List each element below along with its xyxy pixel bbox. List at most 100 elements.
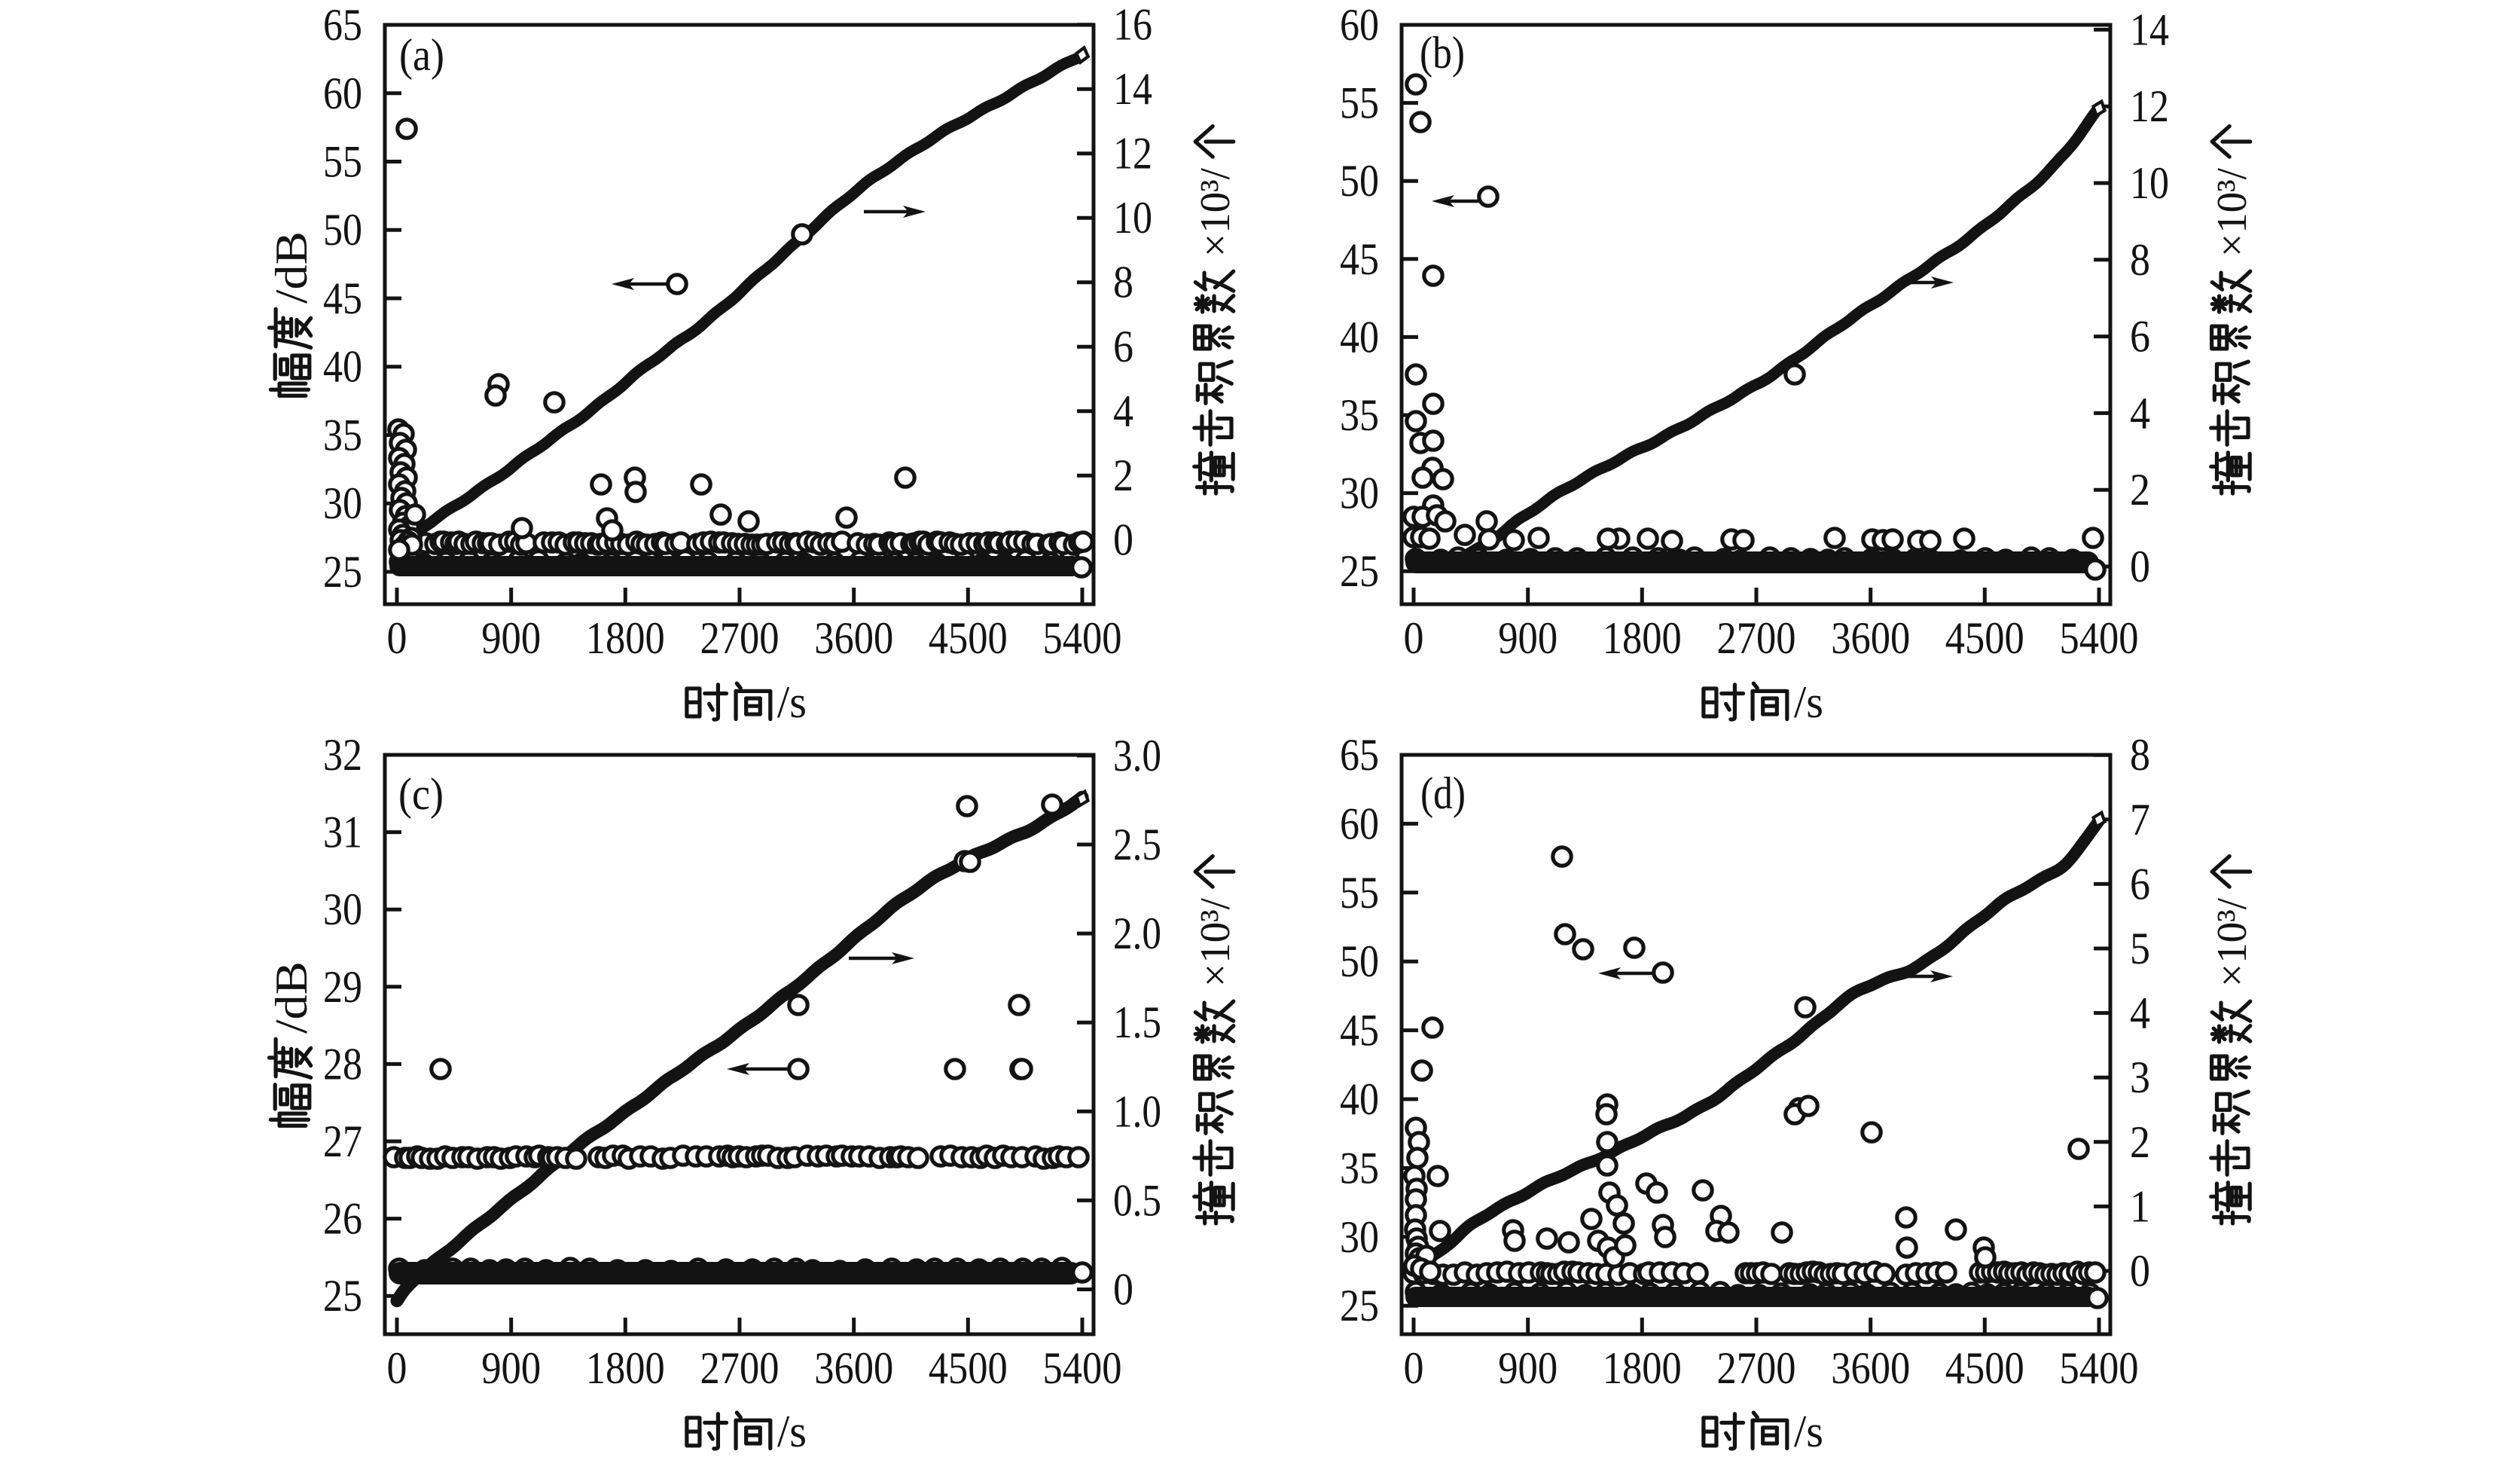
svg-text:45: 45 [1340, 1006, 1379, 1055]
svg-text:35: 35 [1340, 1143, 1379, 1193]
svg-text:6: 6 [2130, 859, 2150, 909]
svg-text:3600: 3600 [1831, 613, 1910, 663]
svg-text:2700: 2700 [1717, 1343, 1796, 1393]
svg-text:35: 35 [323, 411, 362, 460]
svg-text:2: 2 [2130, 1117, 2150, 1167]
svg-text:4: 4 [2130, 988, 2150, 1038]
svg-text:×10³/: ×10³/ [2209, 168, 2256, 257]
svg-text:14: 14 [2130, 5, 2169, 54]
svg-text:/s: /s [1794, 1407, 1823, 1456]
svg-text:/s: /s [777, 677, 807, 727]
svg-text:2: 2 [1113, 451, 1133, 500]
svg-text:30: 30 [1340, 1212, 1379, 1262]
svg-text:3600: 3600 [814, 613, 893, 663]
svg-text:1800: 1800 [586, 613, 665, 663]
svg-text:27: 27 [323, 1116, 362, 1166]
svg-text:4: 4 [1113, 386, 1133, 436]
svg-text:65: 65 [1340, 730, 1379, 780]
svg-text:0: 0 [1113, 1265, 1133, 1315]
svg-text:10: 10 [2130, 158, 2169, 208]
svg-text:65: 65 [323, 0, 362, 50]
svg-text:5400: 5400 [2060, 613, 2139, 663]
svg-text:28: 28 [323, 1039, 362, 1089]
svg-text:4500: 4500 [929, 613, 1008, 663]
svg-text:55: 55 [1340, 78, 1379, 128]
svg-text:5400: 5400 [2060, 1343, 2139, 1393]
svg-text:60: 60 [1340, 799, 1379, 848]
svg-text:35: 35 [1340, 390, 1379, 440]
svg-text:55: 55 [323, 137, 362, 187]
svg-text:5400: 5400 [1043, 613, 1122, 663]
svg-text:3: 3 [2130, 1052, 2150, 1102]
svg-text:0: 0 [2130, 1246, 2150, 1296]
svg-text:/dB: /dB [267, 231, 316, 304]
svg-text:3.0: 3.0 [1113, 731, 1161, 780]
svg-text:(a): (a) [399, 30, 444, 80]
svg-text:1800: 1800 [586, 1343, 665, 1393]
svg-text:2.0: 2.0 [1113, 909, 1161, 958]
svg-text:7: 7 [2130, 795, 2150, 845]
svg-text:3600: 3600 [1831, 1343, 1910, 1393]
svg-text:4500: 4500 [1945, 613, 2024, 663]
svg-text:45: 45 [1340, 234, 1379, 284]
svg-text:1.5: 1.5 [1113, 997, 1161, 1047]
svg-text:900: 900 [481, 613, 541, 663]
svg-text:6: 6 [2130, 312, 2150, 362]
svg-text:(c): (c) [398, 769, 444, 819]
svg-text:10: 10 [1113, 193, 1152, 243]
svg-text:8: 8 [2130, 235, 2150, 285]
svg-text:25: 25 [1340, 1281, 1379, 1330]
svg-text:3600: 3600 [814, 1343, 893, 1393]
svg-text:0: 0 [1404, 1343, 1424, 1393]
svg-text:50: 50 [1340, 156, 1379, 206]
svg-text:8: 8 [1113, 258, 1133, 307]
svg-text:×10³/: ×10³/ [1192, 898, 1239, 987]
svg-text:40: 40 [323, 342, 362, 392]
svg-text:25: 25 [1340, 546, 1379, 596]
svg-text:4: 4 [2130, 388, 2150, 438]
svg-text:2.5: 2.5 [1113, 820, 1161, 869]
svg-text:14: 14 [1113, 64, 1152, 114]
svg-text:×10³/: ×10³/ [1192, 168, 1239, 257]
svg-text:30: 30 [1340, 469, 1379, 518]
svg-text:1: 1 [2130, 1181, 2150, 1231]
svg-text:12: 12 [2130, 81, 2169, 131]
svg-text:25: 25 [323, 1271, 362, 1321]
svg-text:0: 0 [387, 613, 407, 663]
svg-text:5: 5 [2130, 924, 2150, 973]
svg-text:2: 2 [2130, 465, 2150, 515]
svg-text:50: 50 [1340, 936, 1379, 986]
svg-text:/s: /s [777, 1407, 807, 1456]
svg-text:1800: 1800 [1603, 613, 1682, 663]
svg-text:31: 31 [323, 808, 362, 857]
svg-text:/dB: /dB [267, 961, 316, 1034]
svg-text:12: 12 [1113, 129, 1152, 179]
svg-text:900: 900 [1498, 1343, 1557, 1393]
svg-text:(b): (b) [1420, 28, 1465, 78]
svg-text:29: 29 [323, 962, 362, 1012]
svg-text:2700: 2700 [1717, 613, 1796, 663]
svg-text:0: 0 [1404, 613, 1424, 663]
svg-text:25: 25 [323, 547, 362, 597]
svg-text:4500: 4500 [1945, 1343, 2024, 1393]
svg-text:4500: 4500 [929, 1343, 1008, 1393]
svg-text:(d): (d) [1420, 768, 1466, 818]
svg-text:60: 60 [1340, 0, 1379, 50]
svg-text:0.5: 0.5 [1113, 1175, 1161, 1225]
svg-text:45: 45 [323, 273, 362, 323]
svg-text:2700: 2700 [700, 613, 779, 663]
svg-text:1800: 1800 [1603, 1343, 1682, 1393]
svg-text:32: 32 [323, 730, 362, 780]
svg-text:30: 30 [323, 884, 362, 934]
svg-text:16: 16 [1113, 0, 1152, 50]
svg-text:/s: /s [1794, 677, 1823, 727]
svg-text:26: 26 [323, 1194, 362, 1244]
svg-text:0: 0 [1113, 515, 1133, 565]
svg-text:50: 50 [323, 205, 362, 255]
svg-text:1.0: 1.0 [1113, 1086, 1161, 1136]
svg-text:30: 30 [323, 478, 362, 528]
svg-text:6: 6 [1113, 322, 1133, 371]
svg-text:40: 40 [1340, 1074, 1379, 1124]
svg-text:55: 55 [1340, 868, 1379, 918]
svg-text:2700: 2700 [700, 1343, 779, 1393]
